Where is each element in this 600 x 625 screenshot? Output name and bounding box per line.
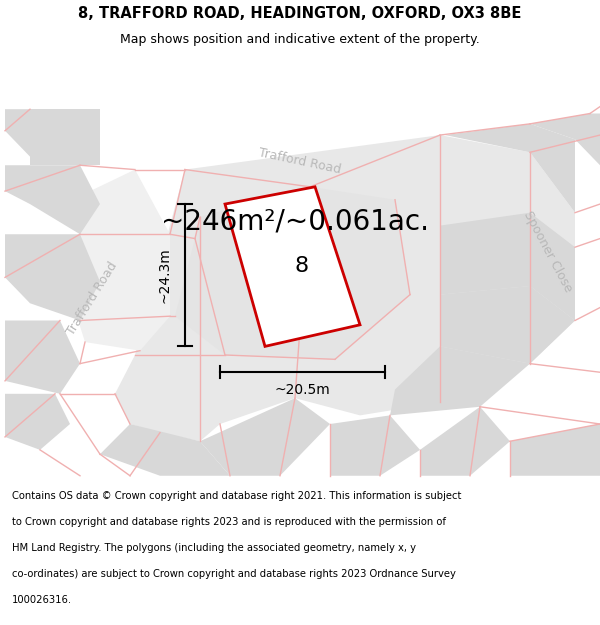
Polygon shape — [330, 416, 420, 476]
Text: HM Land Registry. The polygons (including the associated geometry, namely x, y: HM Land Registry. The polygons (includin… — [12, 543, 416, 554]
Polygon shape — [175, 187, 410, 359]
Text: 8, TRAFFORD ROAD, HEADINGTON, OXFORD, OX3 8BE: 8, TRAFFORD ROAD, HEADINGTON, OXFORD, OX… — [79, 6, 521, 21]
Polygon shape — [440, 213, 575, 321]
Polygon shape — [5, 109, 30, 157]
Text: to Crown copyright and database rights 2023 and is reproduced with the permissio: to Crown copyright and database rights 2… — [12, 518, 446, 528]
Text: ~246m²/~0.061ac.: ~246m²/~0.061ac. — [161, 208, 429, 235]
Polygon shape — [5, 321, 80, 394]
Text: ~24.3m: ~24.3m — [158, 248, 172, 303]
Text: Trafford Road: Trafford Road — [257, 146, 343, 176]
Text: Contains OS data © Crown copyright and database right 2021. This information is : Contains OS data © Crown copyright and d… — [12, 491, 461, 501]
Polygon shape — [100, 424, 230, 476]
Polygon shape — [5, 234, 100, 321]
Polygon shape — [440, 286, 575, 364]
Text: co-ordinates) are subject to Crown copyright and database rights 2023 Ordnance S: co-ordinates) are subject to Crown copyr… — [12, 569, 456, 579]
Text: Spooner Close: Spooner Close — [521, 209, 575, 294]
Polygon shape — [115, 135, 575, 441]
Polygon shape — [5, 394, 70, 450]
Polygon shape — [200, 398, 330, 476]
Text: 8: 8 — [294, 256, 308, 276]
Text: ~20.5m: ~20.5m — [275, 382, 331, 396]
Text: Trafford Road: Trafford Road — [64, 260, 120, 338]
Polygon shape — [420, 407, 510, 476]
Polygon shape — [30, 109, 100, 165]
Polygon shape — [70, 169, 170, 351]
Text: 100026316.: 100026316. — [12, 596, 72, 606]
Polygon shape — [510, 424, 600, 476]
Polygon shape — [530, 114, 600, 165]
Polygon shape — [390, 346, 530, 416]
Polygon shape — [225, 187, 360, 346]
Polygon shape — [5, 165, 100, 234]
Text: Map shows position and indicative extent of the property.: Map shows position and indicative extent… — [120, 33, 480, 46]
Polygon shape — [445, 124, 575, 212]
